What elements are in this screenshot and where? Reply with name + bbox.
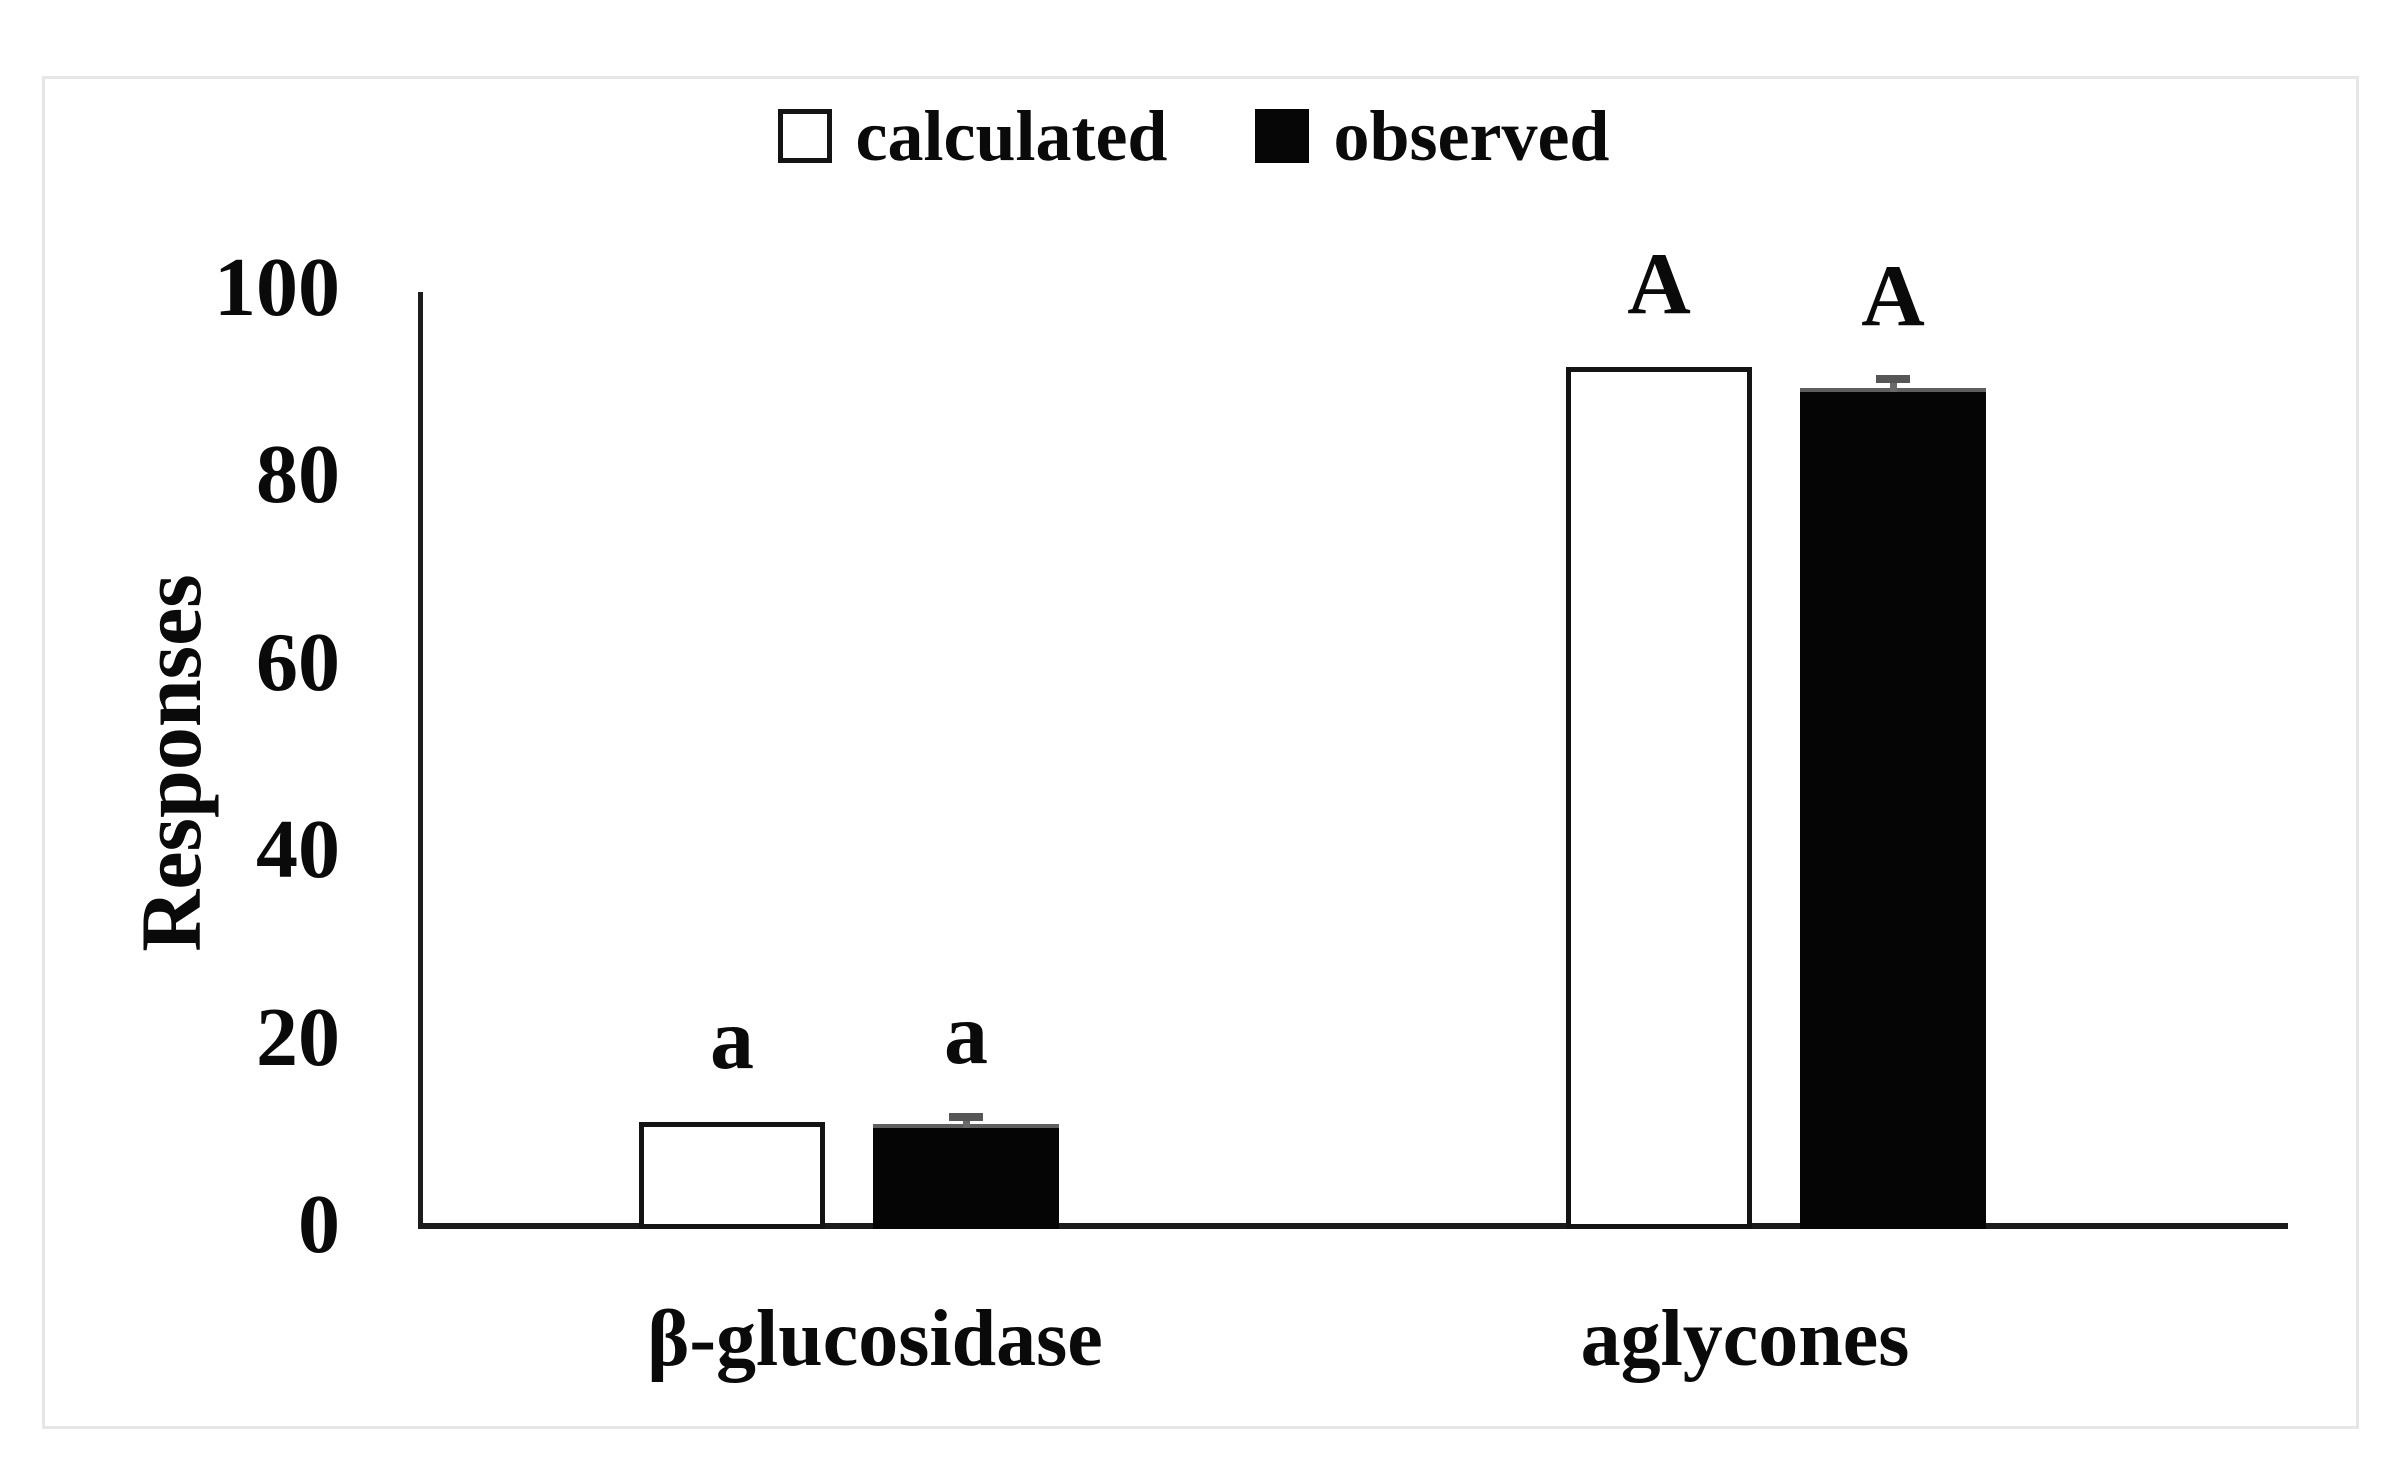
category-label-aglycones: aglycones bbox=[1580, 1295, 1910, 1383]
error-bar-stem bbox=[962, 1117, 970, 1129]
bar-observed-β-glucosidase bbox=[873, 1124, 1059, 1229]
significance-letter-calculated-aglycones: A bbox=[1627, 235, 1691, 333]
bar-calculated-β-glucosidase bbox=[639, 1122, 825, 1229]
plot-area bbox=[418, 292, 2288, 1229]
observed-swatch-icon bbox=[1255, 109, 1310, 163]
y-tick-label-80: 80 bbox=[256, 428, 340, 522]
legend-label-observed: observed bbox=[1333, 96, 1610, 176]
y-tick-label-20: 20 bbox=[256, 990, 340, 1084]
category-label-beta-glucosidase: β-glucosidase bbox=[647, 1295, 1103, 1383]
bar-observed-aglycones bbox=[1800, 387, 1986, 1229]
legend-label-calculated: calculated bbox=[855, 96, 1168, 176]
significance-letter-observed-β-glucosidase: a bbox=[944, 986, 988, 1084]
chart-legend: calculated observed bbox=[0, 94, 2387, 178]
legend-item-observed: observed bbox=[1255, 100, 1609, 172]
y-tick-label-40: 40 bbox=[256, 803, 340, 897]
significance-letter-observed-aglycones: A bbox=[1861, 248, 1925, 346]
y-tick-label-0: 0 bbox=[298, 1178, 340, 1271]
y-tick-label-60: 60 bbox=[256, 615, 340, 709]
error-bar-cap bbox=[1876, 375, 1910, 384]
bar-calculated-aglycones bbox=[1566, 366, 1752, 1229]
significance-letter-calculated-β-glucosidase: a bbox=[710, 991, 754, 1089]
legend-item-calculated: calculated bbox=[777, 96, 1168, 176]
error-bar-stem bbox=[1889, 379, 1897, 392]
y-tick-label-100: 100 bbox=[214, 241, 340, 334]
calculated-swatch-icon bbox=[777, 109, 832, 163]
error-bar-cap bbox=[949, 1113, 983, 1122]
